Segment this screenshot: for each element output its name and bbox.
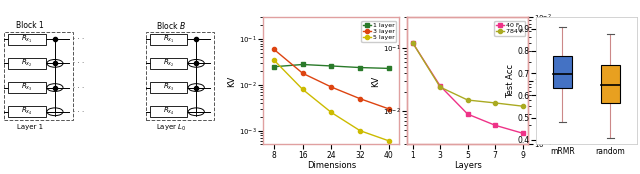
Text: Layer 1: Layer 1 <box>17 124 43 130</box>
Line: 5 layer: 5 layer <box>272 58 391 143</box>
40 F <box>409 42 417 44</box>
Text: $R_{x_{3}}$: $R_{x_{3}}$ <box>21 82 33 93</box>
Text: Block 1: Block 1 <box>16 21 44 30</box>
Text: · · ·: · · · <box>72 60 84 66</box>
Y-axis label: KV: KV <box>371 75 380 86</box>
3 layer <box>299 72 307 74</box>
Line: 1 layer: 1 layer <box>272 62 391 70</box>
Legend: 40 F, 784 F: 40 F, 784 F <box>495 21 525 36</box>
5 layer <box>356 130 364 132</box>
784 F <box>492 102 499 104</box>
Bar <box>150 106 188 117</box>
3 layer <box>356 98 364 100</box>
5 layer <box>299 88 307 90</box>
40 F <box>464 113 472 115</box>
784 F <box>464 99 472 101</box>
3 layer <box>385 108 392 110</box>
Text: $R_{x_{1}}$: $R_{x_{1}}$ <box>163 34 174 45</box>
1 layer <box>385 67 392 69</box>
784 F <box>436 86 444 88</box>
Text: Layer $L_0$: Layer $L_0$ <box>156 122 186 133</box>
Bar <box>8 82 46 93</box>
40 F <box>519 132 527 134</box>
Text: $R_{x_{2}}$: $R_{x_{2}}$ <box>163 58 174 69</box>
Bar <box>150 82 188 93</box>
Legend: 1 layer, 3 layer, 5 layer: 1 layer, 3 layer, 5 layer <box>362 21 396 42</box>
Text: · · ·: · · · <box>72 85 84 90</box>
Text: $R_{x_{1}}$: $R_{x_{1}}$ <box>21 34 33 45</box>
1 layer <box>356 66 364 69</box>
Text: · · ·: · · · <box>72 109 84 115</box>
Text: $R_{x_{4}}$: $R_{x_{4}}$ <box>21 106 33 117</box>
Bar <box>150 58 188 69</box>
1 layer <box>299 64 307 66</box>
Text: $R_{x_{2}}$: $R_{x_{2}}$ <box>21 58 33 69</box>
Line: 784 F: 784 F <box>410 41 525 108</box>
784 F <box>409 42 417 44</box>
3 layer <box>270 48 278 50</box>
40 F <box>436 85 444 87</box>
X-axis label: Layers: Layers <box>454 161 481 170</box>
Y-axis label: KV: KV <box>227 75 236 86</box>
40 F <box>492 124 499 126</box>
Line: 3 layer: 3 layer <box>272 47 391 111</box>
784 F <box>519 105 527 107</box>
Bar <box>8 106 46 117</box>
X-axis label: Dimensions: Dimensions <box>307 161 356 170</box>
Text: $R_{x_{3}}$: $R_{x_{3}}$ <box>163 82 174 93</box>
Y-axis label: Test Acc: Test Acc <box>506 64 515 98</box>
1 layer <box>270 66 278 68</box>
Line: 40 F: 40 F <box>410 41 525 135</box>
3 layer <box>328 86 335 88</box>
Text: Block $B$: Block $B$ <box>156 20 186 31</box>
1 layer <box>328 65 335 67</box>
Bar <box>553 56 572 88</box>
Bar <box>150 34 188 45</box>
Bar <box>8 58 46 69</box>
5 layer <box>328 111 335 113</box>
Bar <box>601 65 620 103</box>
Bar <box>8 34 46 45</box>
5 layer <box>270 59 278 61</box>
Text: · · ·: · · · <box>72 36 84 42</box>
Text: $R_{x_{4}}$: $R_{x_{4}}$ <box>163 106 174 117</box>
5 layer <box>385 140 392 142</box>
Y-axis label: KV: KV <box>555 75 564 86</box>
